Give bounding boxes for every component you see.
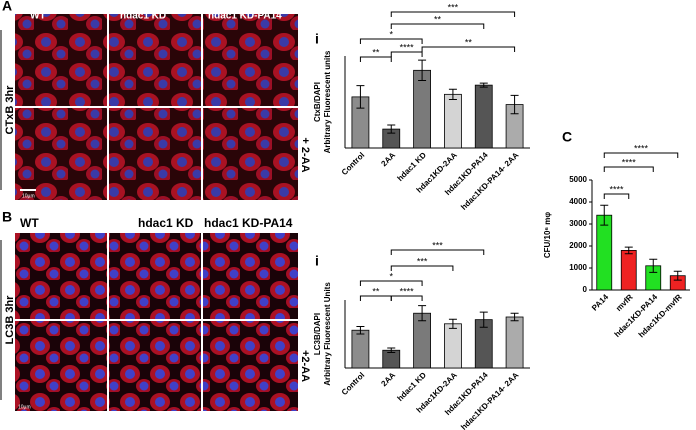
significance-label: *** bbox=[417, 256, 428, 266]
panel-label: B bbox=[2, 209, 12, 225]
error-bar bbox=[387, 124, 396, 134]
significance-label: ** bbox=[465, 37, 473, 47]
scale-label: 10µm bbox=[22, 193, 35, 199]
y-tick-label: 4000 bbox=[569, 197, 587, 206]
significance-label: **** bbox=[634, 143, 649, 153]
significance-bracket bbox=[603, 166, 654, 172]
significance-bracket bbox=[390, 265, 454, 271]
error-bar bbox=[387, 347, 396, 354]
error-bar bbox=[448, 88, 457, 100]
significance-label: * bbox=[389, 29, 393, 39]
column-label: WT bbox=[20, 216, 39, 230]
bar bbox=[351, 329, 370, 369]
column-label: hdac1 KD-PA14 bbox=[204, 216, 293, 230]
panel-label: i bbox=[315, 253, 319, 269]
significance-bracket bbox=[390, 295, 423, 301]
column-label: hdac1 KD bbox=[138, 216, 194, 230]
significance-label: ** bbox=[434, 14, 442, 24]
panel-label: i bbox=[315, 31, 319, 47]
significance-bracket bbox=[603, 152, 679, 158]
panel-label: C bbox=[562, 129, 572, 145]
y-axis-label: Arbitrary Fluorescent Units bbox=[323, 282, 332, 386]
y-tick-label: 0 bbox=[583, 285, 588, 294]
error-bar bbox=[649, 258, 658, 273]
y-tick-label: 1000 bbox=[569, 263, 587, 272]
error-bar bbox=[418, 59, 427, 82]
bar bbox=[505, 316, 524, 369]
error-bar bbox=[600, 204, 609, 226]
panel-label: A bbox=[2, 0, 12, 14]
significance-bracket bbox=[390, 11, 516, 17]
significance-bracket bbox=[359, 56, 392, 62]
significance-label: **** bbox=[609, 184, 624, 194]
x-tick-label: hdac1 KD bbox=[396, 370, 429, 403]
error-bar bbox=[510, 94, 519, 115]
y-tick-label: 3000 bbox=[569, 219, 587, 228]
bar bbox=[444, 323, 462, 369]
significance-bracket bbox=[359, 295, 392, 301]
y-axis-label: Arbitrary Fluorescent units bbox=[323, 50, 332, 153]
y-axis-label: CtxB/DAPI bbox=[313, 82, 322, 122]
significance-bracket bbox=[603, 193, 630, 199]
column-label: WT bbox=[30, 11, 46, 22]
column-label: hdac1 KD-PA14 bbox=[208, 11, 282, 22]
row-label: CTxB 3hr bbox=[4, 85, 16, 135]
y-tick-label: 2000 bbox=[569, 241, 587, 250]
scale-label: 10µm bbox=[18, 404, 31, 410]
x-tick-label: hdac1 KD bbox=[396, 150, 429, 183]
treatment-label: + 2-AA bbox=[299, 137, 311, 172]
micrographs-b bbox=[0, 233, 298, 411]
bar bbox=[413, 69, 431, 149]
error-bar bbox=[356, 325, 365, 335]
x-tick-label: hdac1KD-mvfR bbox=[637, 292, 684, 339]
error-bar bbox=[356, 85, 365, 109]
error-bar bbox=[448, 318, 457, 329]
significance-bracket bbox=[390, 249, 485, 255]
y-axis-label: CFU/10⁶ mφ bbox=[543, 212, 552, 259]
significance-bracket bbox=[359, 38, 423, 44]
significance-bracket bbox=[421, 46, 516, 52]
significance-label: **** bbox=[400, 286, 415, 296]
error-bar bbox=[479, 311, 488, 328]
significance-bracket bbox=[359, 280, 423, 286]
significance-label: **** bbox=[622, 157, 637, 167]
x-tick-label: Control bbox=[340, 151, 366, 177]
x-tick-label: PA14 bbox=[590, 292, 610, 312]
row-label: LC3B 3hr bbox=[4, 295, 16, 345]
x-tick-label: hdac1KD-PA14- 2AA bbox=[459, 370, 520, 430]
y-axis-label: LC3B/DAPI bbox=[313, 313, 322, 355]
error-bar bbox=[510, 312, 519, 322]
treatment-label: +2-AA bbox=[299, 350, 311, 382]
error-bar bbox=[418, 305, 427, 322]
bar bbox=[444, 93, 462, 149]
bar bbox=[474, 84, 493, 149]
significance-label: ** bbox=[372, 47, 380, 57]
significance-bracket bbox=[390, 51, 423, 57]
micrographs-a bbox=[0, 14, 298, 200]
error-bar bbox=[624, 246, 633, 255]
error-bar bbox=[479, 82, 488, 88]
x-tick-label: Control bbox=[340, 371, 366, 397]
bar bbox=[620, 249, 637, 291]
bar bbox=[413, 312, 431, 369]
bar bbox=[596, 214, 613, 291]
significance-label: *** bbox=[448, 2, 459, 12]
significance-label: ** bbox=[372, 286, 380, 296]
x-tick-label: mvfR bbox=[614, 292, 635, 313]
x-tick-label: hdac1KD-PA14- 2AA bbox=[459, 150, 520, 211]
y-tick-label: 5000 bbox=[569, 175, 587, 184]
x-tick-label: 2AA bbox=[379, 150, 397, 168]
significance-label: *** bbox=[432, 240, 443, 250]
significance-bracket bbox=[390, 23, 485, 29]
x-tick-label: hdac1KD-PA14 bbox=[613, 292, 660, 339]
significance-label: * bbox=[389, 271, 393, 281]
significance-label: **** bbox=[400, 42, 415, 52]
error-bar bbox=[673, 270, 682, 281]
x-tick-label: 2AA bbox=[379, 370, 397, 388]
column-label: hdac1 KD bbox=[120, 11, 166, 22]
